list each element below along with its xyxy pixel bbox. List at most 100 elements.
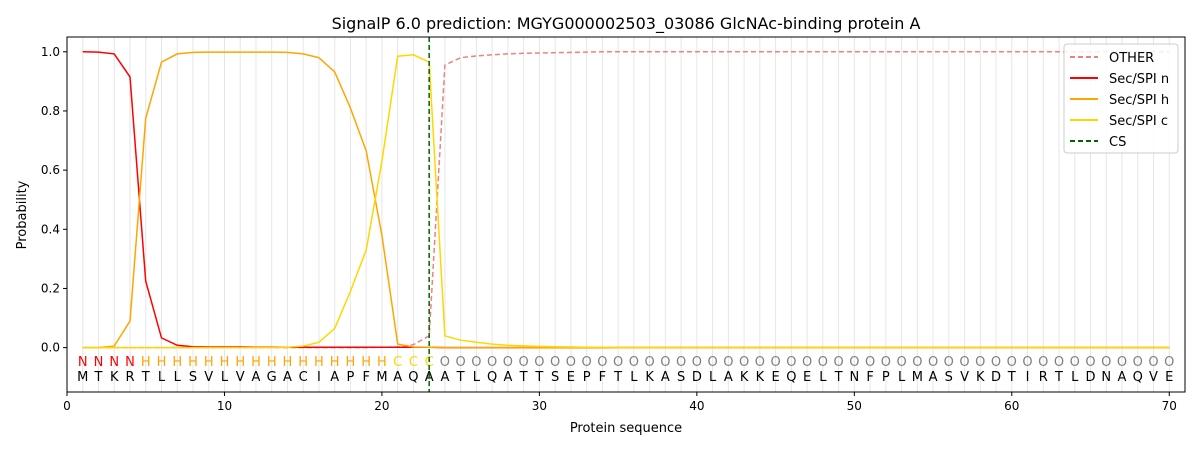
char: O xyxy=(975,355,985,370)
x-tick-label: 60 xyxy=(1004,399,1019,413)
char: O xyxy=(865,355,875,370)
legend-label: Sec/SPI h xyxy=(1109,93,1169,108)
char: O xyxy=(1133,355,1143,370)
char: L xyxy=(1071,370,1079,385)
char: L xyxy=(709,370,717,385)
char: H xyxy=(314,355,324,370)
char: A xyxy=(440,370,449,385)
char: E xyxy=(1165,370,1173,385)
char: O xyxy=(755,355,765,370)
char: Q xyxy=(786,370,796,385)
char: H xyxy=(172,355,182,370)
char: V xyxy=(960,370,969,385)
char: C xyxy=(393,355,402,370)
char: V xyxy=(1149,370,1158,385)
char: O xyxy=(550,355,560,370)
char: R xyxy=(125,370,134,385)
y-axis-label: Probability xyxy=(15,180,30,249)
char: H xyxy=(235,355,245,370)
char: O xyxy=(849,355,859,370)
char: V xyxy=(236,370,245,385)
char: O xyxy=(707,355,717,370)
series-line-sec-spi-n xyxy=(82,51,1170,349)
char: D xyxy=(1086,370,1096,385)
char: L xyxy=(819,370,827,385)
char: K xyxy=(976,370,985,385)
char: O xyxy=(582,355,592,370)
char: O xyxy=(519,355,529,370)
char: S xyxy=(551,370,559,385)
char: P xyxy=(347,370,355,385)
x-tick-label: 30 xyxy=(532,399,547,413)
legend-label: OTHER xyxy=(1109,51,1154,66)
x-tick-label: 50 xyxy=(847,399,862,413)
char: Q xyxy=(408,370,418,385)
char: M xyxy=(376,370,387,385)
char: S xyxy=(677,370,685,385)
char: O xyxy=(1054,355,1064,370)
char: O xyxy=(456,355,466,370)
series-lines xyxy=(82,37,1170,392)
char: R xyxy=(1039,370,1048,385)
char: O xyxy=(1164,355,1174,370)
x-tick-label: 10 xyxy=(217,399,232,413)
char: A xyxy=(330,370,339,385)
char: O xyxy=(487,355,497,370)
char: F xyxy=(362,370,369,385)
char: O xyxy=(881,355,891,370)
char: O xyxy=(566,355,576,370)
x-axis-label: Protein sequence xyxy=(570,421,682,436)
char: N xyxy=(78,355,88,370)
x-tick-label: 20 xyxy=(374,399,389,413)
char: O xyxy=(471,355,481,370)
char: N xyxy=(109,355,119,370)
y-tick-label: 0.6 xyxy=(41,163,60,177)
chart-title: SignalP 6.0 prediction: MGYG000002503_03… xyxy=(332,14,921,34)
char: O xyxy=(1007,355,1017,370)
y-tick-label: 0.8 xyxy=(41,104,60,118)
char: N xyxy=(1101,370,1111,385)
series-line-sec-spi-c xyxy=(82,54,1170,349)
char: C xyxy=(299,370,308,385)
char: N xyxy=(94,355,104,370)
char: L xyxy=(221,370,229,385)
char: O xyxy=(503,355,513,370)
char: O xyxy=(818,355,828,370)
char: O xyxy=(1085,355,1095,370)
char: E xyxy=(567,370,575,385)
char: O xyxy=(912,355,922,370)
char: H xyxy=(330,355,340,370)
x-tick-label: 70 xyxy=(1162,399,1177,413)
char: O xyxy=(1117,355,1127,370)
y-tick-label: 0.2 xyxy=(41,281,60,295)
char: O xyxy=(770,355,780,370)
legend-label: Sec/SPI n xyxy=(1109,72,1169,87)
series-line-other xyxy=(82,51,1170,349)
char: L xyxy=(174,370,182,385)
char: N xyxy=(849,370,859,385)
char: H xyxy=(346,355,356,370)
char: K xyxy=(110,370,119,385)
char: P xyxy=(882,370,890,385)
char: C xyxy=(425,355,434,370)
char: O xyxy=(739,355,749,370)
char: E xyxy=(803,370,811,385)
char: Q xyxy=(487,370,497,385)
char: L xyxy=(158,370,166,385)
char: T xyxy=(519,370,528,385)
char: Q xyxy=(1133,370,1143,385)
x-tick-label: 0 xyxy=(63,399,71,413)
sequence-row: MTKRTLLSVLVAGACIAPFMAQAATLQATTSEPFTLKASD… xyxy=(77,370,1173,385)
char: O xyxy=(613,355,623,370)
char: O xyxy=(1070,355,1080,370)
char: O xyxy=(660,355,670,370)
char: F xyxy=(599,370,606,385)
char: L xyxy=(473,370,481,385)
char: O xyxy=(676,355,686,370)
char: O xyxy=(723,355,733,370)
char: S xyxy=(945,370,953,385)
char: L xyxy=(898,370,906,385)
char: O xyxy=(440,355,450,370)
char: E xyxy=(771,370,779,385)
char: H xyxy=(283,355,293,370)
